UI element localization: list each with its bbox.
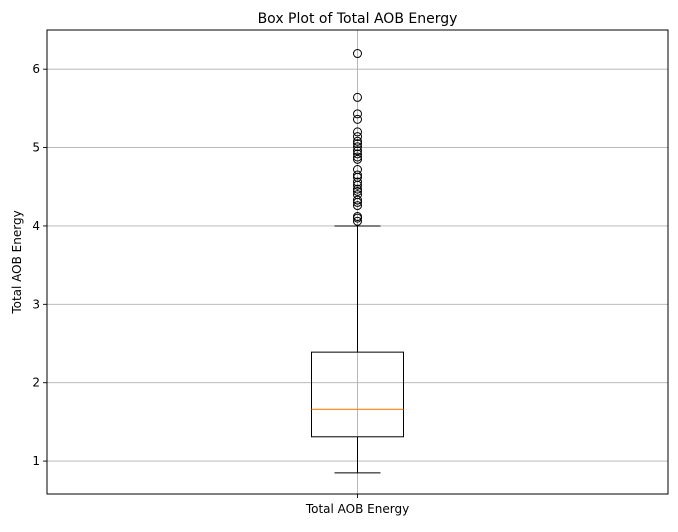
- outlier-points: [353, 49, 362, 226]
- y-tick-label: 4: [32, 219, 40, 233]
- outlier-point: [353, 152, 362, 162]
- y-tick-label: 6: [32, 62, 40, 76]
- y-tick-label: 5: [32, 141, 40, 155]
- outlier-point: [353, 190, 362, 200]
- outlier-point: [353, 154, 362, 164]
- outlier-point: [353, 132, 362, 142]
- y-tick-label: 2: [32, 376, 40, 390]
- y-tick-label: 3: [32, 297, 40, 311]
- y-tick-label: 1: [32, 454, 40, 468]
- outlier-point: [353, 142, 362, 152]
- outlier-point: [353, 92, 362, 102]
- box-plot-series: [311, 225, 404, 474]
- outlier-point: [353, 195, 362, 205]
- outlier-point: [353, 127, 362, 137]
- outlier-point: [353, 114, 362, 124]
- outlier-point: [353, 49, 362, 59]
- outlier-point: [353, 149, 362, 159]
- outlier-point: [353, 186, 362, 196]
- outlier-point: [353, 165, 362, 175]
- plot-area-frame: [46, 29, 669, 495]
- x-axis-ticks: Total AOB Energy: [305, 494, 409, 516]
- y-axis-ticks: 1 2 3 4 5 6: [32, 62, 47, 468]
- y-axis-label: Total AOB Energy: [10, 210, 24, 314]
- outlier-point: [353, 201, 362, 211]
- chart-title: Box Plot of Total AOB Energy: [258, 11, 458, 27]
- outlier-point: [353, 109, 362, 119]
- outlier-point: [353, 177, 362, 187]
- interquartile-box: [311, 351, 404, 438]
- outlier-point: [353, 212, 362, 222]
- outlier-point: [353, 146, 362, 156]
- x-tick-label: Total AOB Energy: [305, 502, 409, 516]
- outlier-point: [353, 139, 362, 149]
- outlier-point: [353, 170, 362, 180]
- outlier-point: [353, 136, 362, 146]
- outlier-point: [353, 184, 362, 194]
- outlier-point: [353, 216, 362, 226]
